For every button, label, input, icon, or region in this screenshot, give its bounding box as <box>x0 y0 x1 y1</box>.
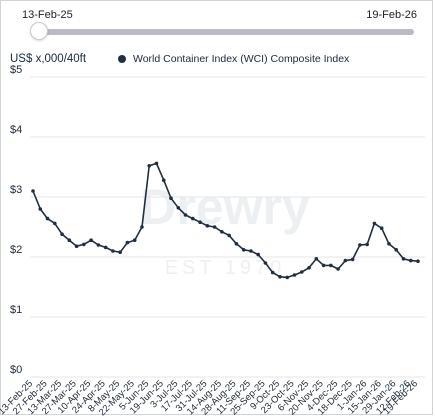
data-point[interactable] <box>343 258 348 263</box>
data-point[interactable] <box>191 216 195 221</box>
data-point[interactable] <box>241 248 246 252</box>
date-range-slider-handle[interactable] <box>30 22 48 40</box>
data-point[interactable] <box>299 270 304 274</box>
data-point[interactable] <box>212 225 217 229</box>
data-point[interactable] <box>74 244 79 248</box>
data-point[interactable] <box>350 257 355 262</box>
y-tick-label: $4 <box>10 124 22 136</box>
y-tick-label: $0 <box>10 364 22 376</box>
data-point[interactable] <box>176 206 181 210</box>
data-point[interactable] <box>249 249 253 253</box>
data-point[interactable] <box>408 258 413 263</box>
data-point[interactable] <box>111 249 115 253</box>
data-point[interactable] <box>387 242 391 246</box>
legend-marker <box>118 55 126 63</box>
data-point[interactable] <box>169 196 173 200</box>
data-point[interactable] <box>154 161 159 166</box>
data-point[interactable] <box>227 233 231 238</box>
data-point[interactable] <box>45 216 50 221</box>
data-point[interactable] <box>198 220 202 224</box>
data-point[interactable] <box>256 252 260 257</box>
date-range-slider-track[interactable] <box>34 29 414 35</box>
data-point[interactable] <box>365 242 369 247</box>
data-point[interactable] <box>394 248 399 252</box>
data-point[interactable] <box>336 267 340 271</box>
data-point[interactable] <box>103 245 108 250</box>
legend[interactable]: World Container Index (WCI) Composite In… <box>118 53 349 65</box>
data-point[interactable] <box>96 243 101 247</box>
y-axis-unit-label: US$ x,000/40ft <box>10 53 87 65</box>
data-point[interactable] <box>89 238 93 242</box>
data-point[interactable] <box>416 259 420 264</box>
data-point[interactable] <box>31 189 35 193</box>
data-point[interactable] <box>292 273 297 277</box>
data-point[interactable] <box>82 242 86 247</box>
grid-lines <box>30 76 425 378</box>
data-point[interactable] <box>125 240 130 245</box>
data-point[interactable] <box>205 224 210 228</box>
data-point[interactable] <box>263 261 268 265</box>
data-point[interactable] <box>314 257 319 261</box>
data-point[interactable] <box>329 263 333 268</box>
y-tick-label: $1 <box>10 304 22 316</box>
data-point[interactable] <box>307 266 311 270</box>
drewry-watermark: Drewry EST 1970 <box>140 179 310 279</box>
data-point[interactable] <box>183 213 188 217</box>
data-point[interactable] <box>220 230 224 234</box>
data-point[interactable] <box>38 207 43 211</box>
data-point[interactable] <box>118 250 122 254</box>
range-start-label: 13-Feb-25 <box>22 9 73 21</box>
data-point[interactable] <box>285 275 290 280</box>
legend-label: World Container Index (WCI) Composite In… <box>133 53 350 65</box>
data-point[interactable] <box>379 226 384 230</box>
y-axis-ticks: $0 $1 $2 $3 $4 $5 <box>10 64 22 376</box>
watermark-brand: Drewry <box>140 179 310 235</box>
watermark-est: EST 1970 <box>165 257 286 279</box>
y-tick-label: $2 <box>10 244 22 256</box>
data-point[interactable] <box>161 178 166 182</box>
data-point[interactable] <box>132 238 137 242</box>
series-wci <box>31 161 420 280</box>
y-tick-label: $3 <box>10 184 22 196</box>
data-point[interactable] <box>234 242 239 246</box>
data-point[interactable] <box>67 238 72 242</box>
data-point[interactable] <box>358 243 362 247</box>
data-point[interactable] <box>52 221 57 226</box>
range-end-label: 19-Feb-26 <box>366 9 417 21</box>
data-point[interactable] <box>147 164 152 168</box>
x-axis-ticks: 13-Feb-2527-Feb-2513-Mar-2527-Mar-2510-A… <box>0 378 420 417</box>
data-point[interactable] <box>401 257 406 261</box>
data-point[interactable] <box>278 275 282 279</box>
data-point[interactable] <box>140 225 144 229</box>
data-point[interactable] <box>372 221 377 226</box>
data-point[interactable] <box>60 232 64 236</box>
data-point[interactable] <box>270 270 275 275</box>
data-point[interactable] <box>321 263 326 268</box>
y-tick-label: $5 <box>10 64 22 76</box>
